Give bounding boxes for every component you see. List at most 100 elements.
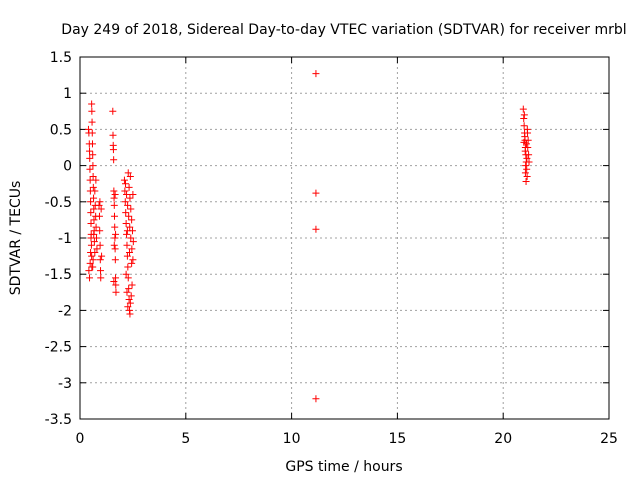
data-point (109, 107, 117, 115)
data-point (123, 252, 131, 260)
x-tick-label: 5 (181, 431, 190, 447)
data-point (126, 248, 134, 256)
data-point (521, 147, 529, 155)
y-tick-label: -3.5 (45, 412, 72, 428)
data-point (111, 191, 119, 199)
x-tick-label: 20 (494, 431, 512, 447)
data-point (129, 256, 137, 264)
data-point (110, 277, 118, 285)
data-point (125, 183, 133, 191)
data-point (90, 194, 98, 202)
data-point (524, 136, 532, 144)
data-point (88, 100, 96, 108)
x-axis-tick-labels: 0 5 10 15 20 25 (76, 431, 618, 447)
data-point (88, 129, 96, 137)
data-point (124, 274, 132, 282)
data-point (125, 285, 133, 293)
data-point (110, 241, 118, 249)
data-point (122, 209, 130, 217)
data-point (126, 223, 134, 231)
data-point (97, 205, 105, 213)
data-point (87, 209, 95, 217)
data-point (92, 176, 100, 184)
data-point (92, 223, 100, 231)
x-tick-label: 0 (76, 431, 85, 447)
data-point (129, 191, 137, 199)
data-point (86, 147, 94, 155)
data-point (523, 172, 531, 180)
data-point (111, 256, 119, 264)
y-tick-label: 0.5 (50, 122, 72, 138)
data-point (89, 183, 97, 191)
data-point (123, 241, 131, 249)
data-point (110, 187, 118, 195)
data-point (86, 165, 94, 173)
axis-ticks (79, 56, 610, 420)
data-point (522, 162, 530, 170)
data-point (88, 252, 96, 260)
chart-title: Day 249 of 2018, Sidereal Day-to-day VTE… (61, 22, 626, 38)
data-point (521, 169, 529, 177)
data-point (97, 267, 105, 275)
data-point (98, 252, 106, 260)
data-point (88, 118, 96, 126)
data-point (96, 198, 104, 206)
data-point (90, 230, 98, 238)
data-point (97, 274, 105, 282)
y-tick-label: -0.5 (45, 195, 72, 211)
data-point (111, 234, 119, 242)
data-point (88, 107, 96, 115)
data-point (129, 238, 137, 246)
data-point (519, 105, 527, 113)
data-point (90, 238, 98, 246)
data-point (109, 146, 117, 154)
data-point (126, 310, 134, 318)
data-point (127, 292, 135, 300)
data-point (128, 281, 136, 289)
y-tick-label: 0 (63, 159, 72, 175)
y-tick-label: -1.5 (45, 267, 72, 283)
data-point (121, 180, 129, 188)
data-point (88, 140, 96, 148)
data-point (128, 245, 136, 253)
data-point (124, 303, 132, 311)
data-point (120, 176, 128, 184)
plot-border (79, 56, 610, 420)
data-point (520, 138, 528, 146)
data-point (520, 122, 528, 130)
data-point (86, 259, 94, 267)
data-point (126, 299, 134, 307)
data-point (87, 241, 95, 249)
data-point (109, 131, 117, 139)
data-point (124, 169, 132, 177)
data-point (111, 245, 119, 253)
data-point (121, 187, 129, 195)
data-point (520, 115, 528, 123)
data-point (124, 263, 132, 271)
data-point (89, 172, 97, 180)
y-tick-label: -1 (58, 231, 72, 247)
data-point (123, 191, 131, 199)
x-axis-label: GPS time / hours (285, 459, 402, 475)
data-point (96, 256, 104, 264)
data-point (125, 296, 133, 304)
data-point (110, 212, 118, 220)
y-tick-label: -2.5 (45, 340, 72, 356)
data-point (111, 223, 119, 231)
data-point (90, 205, 98, 213)
data-point (96, 227, 104, 235)
data-point (127, 205, 135, 213)
data-point (122, 270, 130, 278)
y-tick-label: -3 (58, 376, 72, 392)
data-point (312, 70, 320, 78)
data-point (124, 201, 132, 209)
grid-lines (80, 57, 609, 419)
data-point (86, 274, 94, 282)
data-point (87, 220, 95, 228)
data-point (95, 201, 103, 209)
y-tick-label: -2 (58, 303, 72, 319)
data-point (127, 234, 135, 242)
data-point (521, 133, 529, 141)
data-point (123, 288, 131, 296)
